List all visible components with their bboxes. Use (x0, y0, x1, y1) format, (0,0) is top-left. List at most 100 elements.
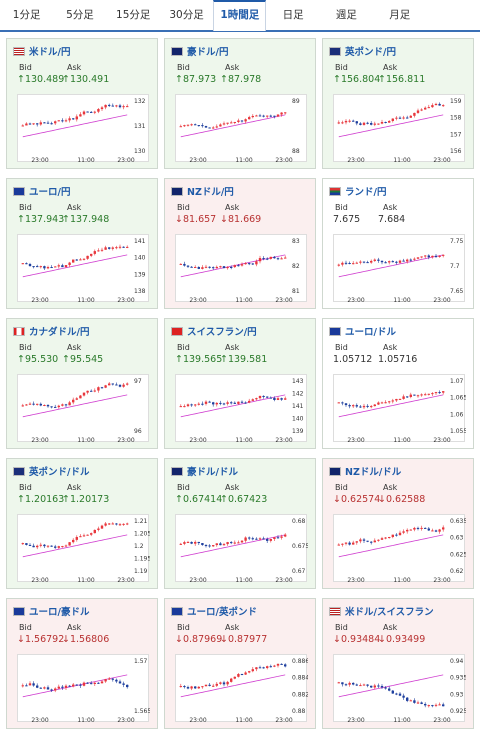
bid-label: Bid (335, 483, 348, 492)
candle-body (442, 105, 445, 107)
candle-body (424, 394, 427, 396)
candle-body (122, 106, 125, 108)
ask-value: ↑1.20173 (62, 494, 110, 505)
rate-card[interactable]: 米ドル/円 Bid Ask ↑130.489 ↑130.491 132 131 130 23:0… (6, 38, 158, 169)
pair-name-link[interactable]: 米ドル/円 (29, 47, 71, 58)
candle-body (86, 390, 89, 393)
candle-body (237, 674, 240, 677)
candle-body (197, 403, 200, 405)
bid-label: Bid (19, 63, 32, 72)
pair-name-link[interactable]: カナダドル/円 (29, 327, 90, 338)
pair-name-link[interactable]: ユーロ/円 (29, 187, 71, 198)
candle-body (240, 674, 244, 676)
rate-card[interactable]: 米ドル/スイスフラン Bid Ask ↓0.93484 ↓0.93499 0.94 0.93… (322, 598, 474, 729)
price-chart[interactable]: 141 140 139 138 23:00 11:00 23:00 (17, 234, 149, 303)
ask-label: Ask (383, 483, 398, 492)
price-chart[interactable]: 89 88 23:00 11:00 23:00 (175, 94, 307, 163)
pair-name-link[interactable]: 豪ドル/ドル (187, 467, 238, 478)
candle-body (194, 267, 197, 269)
tab-1[interactable]: 5分足 (66, 9, 94, 21)
candle-body (248, 671, 251, 673)
candle-body (93, 529, 96, 534)
eu-flag-icon (13, 606, 25, 616)
x-tick-label: 23:00 (433, 157, 450, 163)
tab-6[interactable]: 週足 (335, 9, 357, 21)
tab-5[interactable]: 日足 (282, 9, 304, 21)
rate-card[interactable]: カナダドル/円 Bid Ask ↑95.530 ↑95.545 97 96 23:00 11:0… (6, 318, 158, 449)
rate-card[interactable]: ユーロ/豪ドル Bid Ask ↓1.56792 ↓1.56806 1.57 1.565 23… (6, 598, 158, 729)
candle-body (258, 395, 262, 399)
tab-2[interactable]: 15分足 (116, 9, 151, 21)
price-chart[interactable]: 159 158 157 156 23:00 11:00 23:00 (333, 94, 465, 163)
x-tick-label: 23:00 (31, 577, 48, 583)
rate-card[interactable]: 豪ドル/円 Bid Ask ↑87.973 ↑87.978 89 88 23:00 11:00 2… (164, 38, 316, 169)
tab-0[interactable]: 1分足 (12, 9, 41, 21)
candle-body (427, 107, 430, 109)
price-chart[interactable]: 97 96 23:00 11:00 23:00 (17, 374, 149, 443)
price-chart[interactable]: 1.21 1.205 1.2 1.195 1.19 23:00 11:00 23:00 (17, 514, 150, 583)
y-tick-label: 83 (292, 238, 300, 245)
price-chart[interactable]: 7.75 7.7 7.65 23:00 11:00 23:00 (333, 234, 465, 303)
pair-name-link[interactable]: ユーロ/ドル (345, 327, 396, 338)
x-tick-label: 23:00 (189, 157, 206, 163)
rate-card[interactable]: 英ポンド/ドル Bid Ask ↑1.20163 ↑1.20173 1.21 1.205 1.… (6, 458, 158, 589)
candle-body (197, 125, 200, 127)
rate-card[interactable]: 豪ドル/ドル Bid Ask ↑0.67414 ↑0.67423 0.68 0.675 0.6… (164, 458, 316, 589)
rate-card[interactable]: NZドル/円 Bid Ask ↓81.657 ↓81.669 83 82 81 23:00 11:… (164, 178, 316, 309)
candle-body (391, 534, 394, 538)
price-chart[interactable]: 0.68 0.675 0.67 23:00 11:00 23:00 (175, 514, 308, 583)
pair-name-link[interactable]: ランド/円 (345, 187, 387, 198)
candle-body (402, 117, 405, 119)
price-chart[interactable]: 0.886 0.884 0.882 0.88 23:00 11:00 23:00 (175, 654, 308, 723)
rate-card[interactable]: ユーロ/英ポンド Bid Ask ↓0.87969 ↓0.87977 0.886 0.884… (164, 598, 316, 729)
price-chart[interactable]: 1.07 1.065 1.06 1.055 23:00 11:00 23:00 (333, 374, 466, 443)
pair-name-link[interactable]: NZドル/ドル (345, 467, 402, 478)
rate-card[interactable]: 英ポンド/円 Bid Ask ↑156.804 ↑156.811 159 158 157 156… (322, 38, 474, 169)
price-chart[interactable]: 0.94 0.935 0.93 0.925 23:00 11:00 23:00 (333, 654, 466, 723)
pair-name-link[interactable]: ユーロ/豪ドル (29, 607, 90, 618)
rate-card[interactable]: ランド/円 Bid Ask 7.675 7.684 7.75 7.7 7.65 23:00 11:… (322, 178, 474, 309)
rate-card[interactable]: ユーロ/円 Bid Ask ↑137.943 ↑137.948 141 140 139 138 2… (6, 178, 158, 309)
y-tick-label: 159 (450, 98, 462, 105)
rate-card[interactable]: ユーロ/ドル Bid Ask 1.05712 1.05716 1.07 1.065 1.06 1… (322, 318, 474, 449)
candle-body (219, 266, 222, 268)
price-chart[interactable]: 1.57 1.565 23:00 11:00 23:00 (17, 654, 150, 723)
candle-body (373, 123, 376, 125)
tab-7[interactable]: 月足 (389, 9, 411, 21)
price-chart[interactable]: 132 131 130 23:00 11:00 23:00 (17, 94, 149, 163)
pair-name-link[interactable]: 英ポンド/ドル (29, 467, 90, 478)
pair-name-link[interactable]: スイスフラン/円 (187, 327, 257, 338)
candle-body (46, 687, 50, 690)
tab-3[interactable]: 30分足 (169, 9, 204, 21)
candle-body (61, 120, 64, 122)
rate-card[interactable]: NZドル/ドル Bid Ask ↓0.62574 ↓0.62588 0.635 0.63 0.… (322, 458, 474, 589)
price-chart[interactable]: 0.635 0.63 0.625 0.62 23:00 11:00 23:00 (333, 514, 466, 583)
candle-body (183, 542, 186, 544)
candle-body (438, 529, 441, 532)
pair-name-link[interactable]: 米ドル/スイスフラン (345, 607, 434, 618)
candle-body (43, 266, 46, 269)
y-tick-label: 132 (134, 98, 146, 105)
y-tick-label: 1.19 (134, 568, 148, 575)
price-chart[interactable]: 83 82 81 23:00 11:00 23:00 (175, 234, 307, 303)
candle-body (97, 387, 100, 391)
pair-name-link[interactable]: 英ポンド/円 (345, 47, 396, 58)
candle-body (104, 679, 107, 682)
candle-body (222, 403, 226, 405)
pair-name-link[interactable]: NZドル/円 (187, 187, 234, 198)
candle-body (248, 263, 251, 265)
pair-name-link[interactable]: 豪ドル/円 (187, 47, 229, 58)
candle-body (118, 105, 122, 108)
candle-body (409, 529, 412, 531)
price-chart[interactable]: 143 142 141 140 139 23:00 11:00 23:00 (175, 374, 307, 443)
pair-name-link[interactable]: ユーロ/英ポンド (187, 607, 257, 618)
tab-4[interactable]: 1時間足 (213, 0, 267, 31)
ask-value: ↓81.669 (220, 214, 262, 225)
bid-value: ↑130.489 (17, 74, 65, 85)
candle-body (226, 266, 229, 269)
rate-card[interactable]: スイスフラン/円 Bid Ask ↑139.565 ↑139.581 143 142 141 1… (164, 318, 316, 449)
candle-body (82, 258, 86, 260)
y-tick-label: 143 (292, 378, 304, 385)
